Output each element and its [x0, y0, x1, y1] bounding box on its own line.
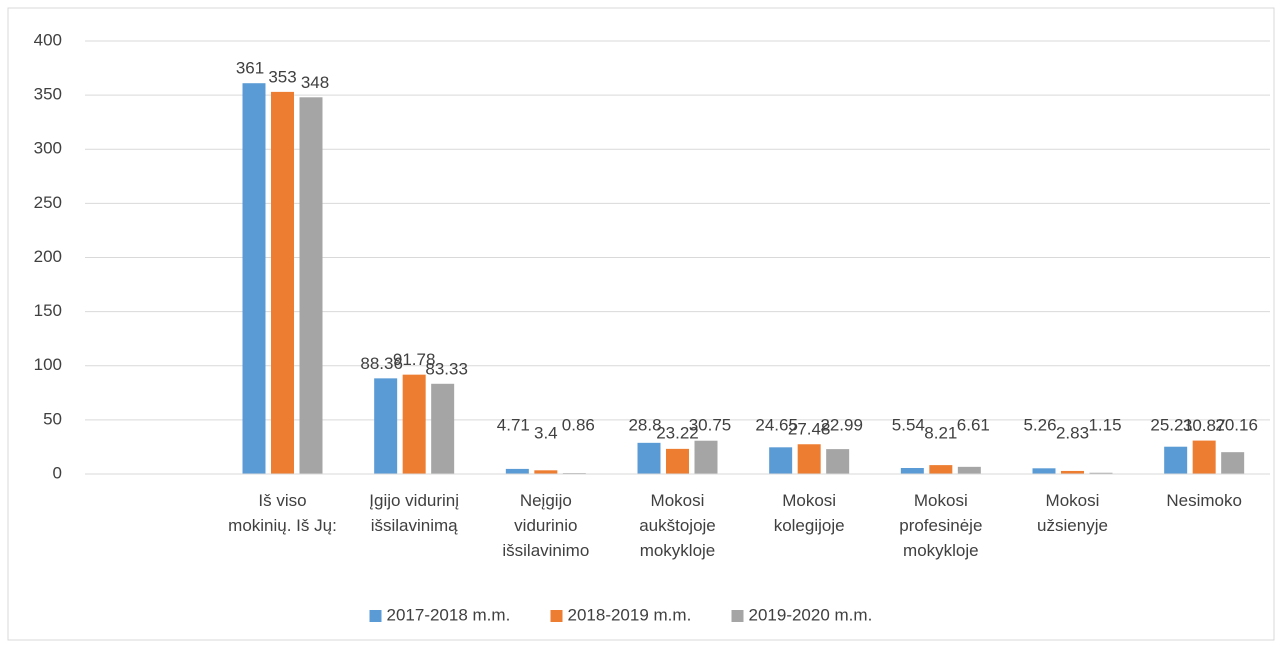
bar: [271, 91, 294, 474]
data-label: 88.36: [360, 354, 403, 373]
data-label: 22.99: [820, 415, 863, 434]
data-label: 3.4: [534, 423, 558, 442]
bar: [1192, 440, 1216, 474]
legend-swatch: [731, 610, 744, 622]
chart-frame: [7, 7, 1275, 641]
bar: [769, 447, 793, 474]
legend-swatch: [369, 610, 382, 622]
data-label: 1.15: [1088, 415, 1121, 434]
data-label: 0.86: [562, 415, 595, 434]
x-tick-label: Neįgijo vidurinio išsilavinimo: [502, 491, 590, 560]
data-label: 28.8: [628, 415, 661, 434]
bar: [1061, 470, 1084, 474]
bar: [666, 448, 689, 474]
x-tick-label: Mokosi aukštojoje mokykloje: [639, 491, 716, 560]
bar: [1089, 472, 1113, 474]
bar: [242, 83, 266, 474]
legend-label: 2017-2018 m.m.: [387, 605, 511, 624]
bar: [534, 470, 558, 474]
data-label: 25.21: [1150, 415, 1193, 434]
bar: [431, 383, 455, 474]
legend-swatch: [550, 610, 563, 622]
bar: [1164, 446, 1188, 474]
y-tick-label: 100: [34, 355, 62, 374]
bar: [1032, 468, 1056, 474]
legend-label: 2018-2019 m.m.: [568, 605, 692, 624]
y-tick-label: 50: [43, 409, 62, 428]
x-tick-label: Įgijo vidurinį išsilavinimą: [369, 491, 460, 535]
bar: [1221, 452, 1245, 474]
data-label: 361: [236, 59, 264, 78]
x-tick-label: Mokosi užsienyje: [1037, 491, 1108, 535]
x-tick-label: Mokosi profesinėje mokykloje: [899, 491, 983, 560]
data-label: 91.78: [393, 350, 436, 369]
legend-label: 2019-2020 m.m.: [749, 605, 873, 624]
bar: [374, 378, 398, 474]
bar: [929, 465, 953, 474]
bar: [694, 440, 718, 474]
x-tick-label: Mokosi kolegijoje: [773, 491, 845, 535]
bar: [957, 466, 981, 474]
bar: [797, 444, 821, 474]
data-label: 6.61: [957, 415, 990, 434]
data-label: 4.71: [497, 415, 530, 434]
y-tick-label: 250: [34, 193, 62, 212]
data-label: 5.54: [892, 415, 925, 434]
y-tick-label: 350: [34, 85, 62, 104]
data-label: 23.22: [656, 423, 699, 442]
bar: [402, 374, 426, 474]
data-label: 30.75: [689, 415, 732, 434]
bar: [900, 468, 924, 474]
y-tick-label: 300: [34, 139, 62, 158]
data-label: 20.16: [1215, 415, 1258, 434]
y-tick-label: 150: [34, 301, 62, 320]
data-label: 8.21: [924, 423, 957, 442]
x-tick-label: Iš viso mokinių. Iš Jų:: [228, 491, 337, 535]
data-label: 30.87: [1183, 416, 1226, 435]
y-tick-label: 400: [34, 30, 62, 49]
bar: [637, 442, 661, 474]
bar: [299, 97, 323, 474]
data-label: 353: [268, 67, 296, 86]
data-label: 83.33: [425, 359, 468, 378]
bar: [826, 449, 850, 474]
data-label: 2.83: [1056, 423, 1089, 442]
y-tick-label: 200: [34, 247, 62, 266]
y-tick-label: 0: [53, 463, 62, 482]
data-label: 24.65: [755, 415, 798, 434]
x-tick-label: Nesimoko: [1166, 491, 1242, 510]
bar: [505, 468, 529, 474]
data-label: 348: [301, 73, 329, 92]
data-label: 27.48: [788, 420, 831, 439]
data-label: 5.26: [1023, 415, 1056, 434]
